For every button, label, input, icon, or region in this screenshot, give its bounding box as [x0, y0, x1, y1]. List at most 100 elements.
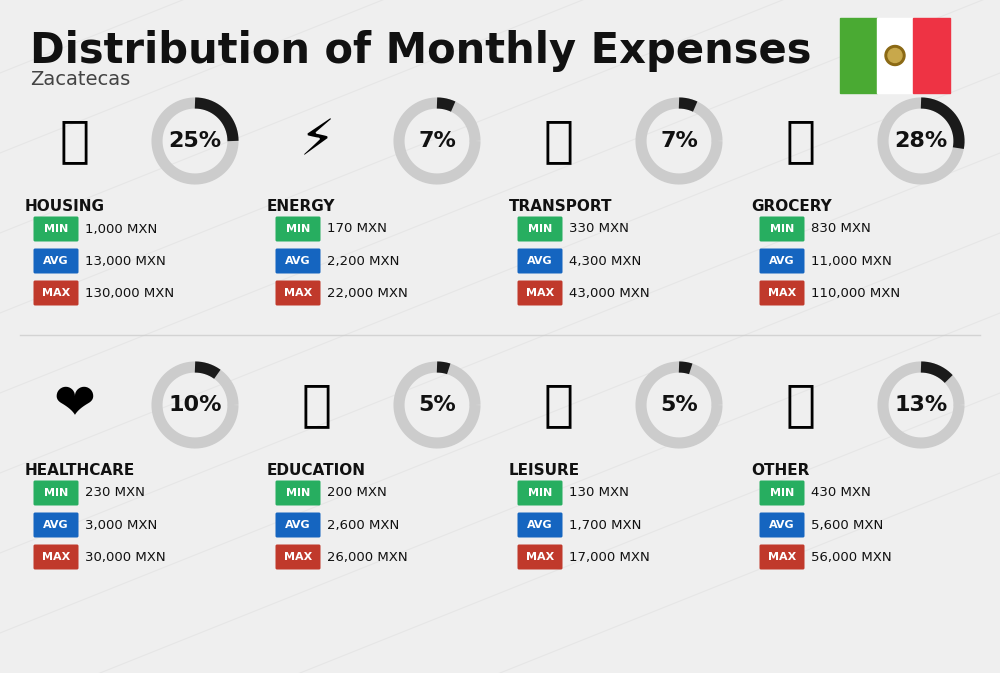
Text: MIN: MIN — [528, 488, 552, 498]
Text: 1,000 MXN: 1,000 MXN — [85, 223, 157, 236]
Text: MIN: MIN — [770, 488, 794, 498]
FancyBboxPatch shape — [518, 281, 562, 306]
FancyBboxPatch shape — [840, 18, 950, 93]
Text: 🎓: 🎓 — [302, 381, 332, 429]
Text: 1,700 MXN: 1,700 MXN — [569, 518, 641, 532]
FancyBboxPatch shape — [34, 248, 78, 273]
Text: MIN: MIN — [286, 224, 310, 234]
FancyBboxPatch shape — [518, 217, 562, 242]
FancyBboxPatch shape — [276, 281, 320, 306]
FancyBboxPatch shape — [760, 281, 804, 306]
Circle shape — [888, 48, 902, 63]
Text: 200 MXN: 200 MXN — [327, 487, 387, 499]
Text: 3,000 MXN: 3,000 MXN — [85, 518, 157, 532]
Text: 5%: 5% — [660, 395, 698, 415]
Text: AVG: AVG — [285, 256, 311, 266]
Text: 170 MXN: 170 MXN — [327, 223, 387, 236]
Text: EDUCATION: EDUCATION — [267, 463, 366, 478]
FancyBboxPatch shape — [34, 281, 78, 306]
Text: ENERGY: ENERGY — [267, 199, 336, 214]
Text: 🏘: 🏘 — [60, 117, 90, 165]
Text: ❤️: ❤️ — [54, 381, 96, 429]
Text: 430 MXN: 430 MXN — [811, 487, 871, 499]
Text: 11,000 MXN: 11,000 MXN — [811, 254, 892, 267]
FancyBboxPatch shape — [276, 248, 320, 273]
Text: AVG: AVG — [527, 256, 553, 266]
Text: GROCERY: GROCERY — [751, 199, 832, 214]
Text: ⚡: ⚡ — [299, 117, 335, 165]
FancyBboxPatch shape — [518, 248, 562, 273]
Text: MAX: MAX — [42, 552, 70, 562]
Text: Distribution of Monthly Expenses: Distribution of Monthly Expenses — [30, 30, 812, 72]
Text: 26,000 MXN: 26,000 MXN — [327, 551, 408, 563]
FancyBboxPatch shape — [760, 248, 804, 273]
FancyBboxPatch shape — [276, 217, 320, 242]
Text: HOUSING: HOUSING — [25, 199, 105, 214]
Text: MAX: MAX — [42, 288, 70, 298]
Text: MAX: MAX — [284, 288, 312, 298]
Text: AVG: AVG — [769, 256, 795, 266]
Text: AVG: AVG — [43, 256, 69, 266]
Text: MAX: MAX — [526, 288, 554, 298]
Bar — [913, 18, 950, 93]
Text: AVG: AVG — [527, 520, 553, 530]
FancyBboxPatch shape — [276, 544, 320, 569]
Text: 43,000 MXN: 43,000 MXN — [569, 287, 650, 299]
FancyBboxPatch shape — [760, 217, 804, 242]
Text: 110,000 MXN: 110,000 MXN — [811, 287, 900, 299]
Bar — [840, 18, 877, 93]
Text: 28%: 28% — [894, 131, 948, 151]
Text: AVG: AVG — [769, 520, 795, 530]
FancyBboxPatch shape — [760, 481, 804, 505]
Text: MAX: MAX — [526, 552, 554, 562]
Text: 25%: 25% — [168, 131, 222, 151]
FancyBboxPatch shape — [34, 544, 78, 569]
Text: MIN: MIN — [44, 224, 68, 234]
Text: 17,000 MXN: 17,000 MXN — [569, 551, 650, 563]
Text: MAX: MAX — [768, 288, 796, 298]
Text: 4,300 MXN: 4,300 MXN — [569, 254, 641, 267]
Text: MIN: MIN — [528, 224, 552, 234]
Text: MAX: MAX — [768, 552, 796, 562]
Text: 13,000 MXN: 13,000 MXN — [85, 254, 166, 267]
FancyBboxPatch shape — [518, 513, 562, 538]
Text: HEALTHCARE: HEALTHCARE — [25, 463, 135, 478]
Text: 🚌: 🚌 — [544, 117, 574, 165]
Text: 830 MXN: 830 MXN — [811, 223, 871, 236]
Text: 5%: 5% — [418, 395, 456, 415]
Text: 🛍️: 🛍️ — [544, 381, 574, 429]
Text: LEISURE: LEISURE — [509, 463, 580, 478]
Text: 2,600 MXN: 2,600 MXN — [327, 518, 399, 532]
FancyBboxPatch shape — [760, 544, 804, 569]
Text: MIN: MIN — [286, 488, 310, 498]
Text: 330 MXN: 330 MXN — [569, 223, 629, 236]
Text: 56,000 MXN: 56,000 MXN — [811, 551, 892, 563]
Text: 230 MXN: 230 MXN — [85, 487, 145, 499]
Text: AVG: AVG — [43, 520, 69, 530]
Text: 13%: 13% — [894, 395, 948, 415]
Circle shape — [885, 46, 905, 65]
FancyBboxPatch shape — [34, 513, 78, 538]
FancyBboxPatch shape — [760, 513, 804, 538]
Text: OTHER: OTHER — [751, 463, 809, 478]
Text: 🛒: 🛒 — [786, 117, 816, 165]
Text: Zacatecas: Zacatecas — [30, 70, 130, 89]
FancyBboxPatch shape — [34, 217, 78, 242]
Text: 130 MXN: 130 MXN — [569, 487, 629, 499]
Text: 30,000 MXN: 30,000 MXN — [85, 551, 166, 563]
Text: AVG: AVG — [285, 520, 311, 530]
Text: 10%: 10% — [168, 395, 222, 415]
FancyBboxPatch shape — [276, 513, 320, 538]
Bar — [877, 18, 913, 93]
Text: 7%: 7% — [660, 131, 698, 151]
FancyBboxPatch shape — [518, 481, 562, 505]
Text: MAX: MAX — [284, 552, 312, 562]
Text: 130,000 MXN: 130,000 MXN — [85, 287, 174, 299]
Text: MIN: MIN — [770, 224, 794, 234]
FancyBboxPatch shape — [276, 481, 320, 505]
Text: 2,200 MXN: 2,200 MXN — [327, 254, 399, 267]
FancyBboxPatch shape — [518, 544, 562, 569]
Text: MIN: MIN — [44, 488, 68, 498]
FancyBboxPatch shape — [34, 481, 78, 505]
Text: 7%: 7% — [418, 131, 456, 151]
